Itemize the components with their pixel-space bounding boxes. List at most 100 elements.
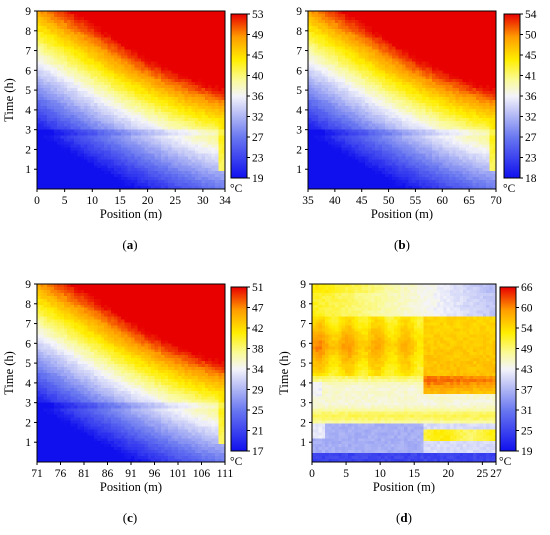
heatmap-cell bbox=[50, 162, 55, 166]
heatmap-cell bbox=[117, 70, 122, 74]
heatmap-cell bbox=[97, 153, 102, 157]
heatmap-cell bbox=[57, 22, 62, 27]
heatmap-cell bbox=[77, 16, 82, 21]
heatmap-cell bbox=[70, 49, 75, 54]
heatmap-cell bbox=[53, 13, 58, 18]
heatmap-cell bbox=[117, 73, 122, 77]
heatmap-cell bbox=[84, 162, 88, 166]
heatmap-cell bbox=[100, 19, 105, 24]
heatmap-cell bbox=[87, 88, 92, 92]
heatmap-cell bbox=[47, 52, 52, 57]
heatmap-cell bbox=[57, 70, 62, 74]
heatmap-cell bbox=[97, 22, 102, 27]
heatmap-cell bbox=[87, 19, 92, 24]
heatmap-cell bbox=[87, 25, 92, 30]
heatmap-cell bbox=[117, 28, 122, 33]
heatmap-cell bbox=[100, 147, 105, 152]
heatmap-cell bbox=[47, 25, 52, 30]
heatmap-cell bbox=[117, 37, 122, 42]
heatmap-cell bbox=[60, 58, 65, 63]
heatmap-cell bbox=[50, 120, 55, 125]
heatmap-cell bbox=[47, 117, 52, 122]
heatmap-cell bbox=[63, 25, 68, 30]
heatmap-cell bbox=[67, 129, 72, 134]
heatmap-cell bbox=[104, 129, 109, 134]
heatmap-cell bbox=[100, 91, 105, 95]
heatmap-cell bbox=[117, 165, 122, 169]
heatmap-cell bbox=[110, 94, 115, 98]
heatmap-cell bbox=[100, 171, 105, 175]
heatmap-cell bbox=[67, 102, 72, 107]
heatmap-cell bbox=[57, 153, 62, 157]
heatmap-cell bbox=[63, 22, 68, 27]
heatmap-cell bbox=[43, 55, 48, 60]
heatmap-cell bbox=[117, 117, 122, 122]
heatmap-cell bbox=[43, 91, 48, 95]
heatmap-cell bbox=[67, 132, 72, 137]
heatmap-cell bbox=[84, 159, 88, 163]
heatmap-cell bbox=[67, 108, 72, 113]
heatmap-cell bbox=[40, 100, 45, 104]
heatmap-cell bbox=[87, 126, 92, 131]
heatmap-cell bbox=[94, 153, 99, 157]
heatmap-cell bbox=[110, 31, 115, 36]
heatmap-cell bbox=[53, 52, 58, 57]
heatmap-cell bbox=[57, 102, 62, 107]
heatmap-cell bbox=[104, 153, 109, 157]
heatmap-cell bbox=[40, 85, 45, 89]
heatmap-cell bbox=[104, 120, 109, 125]
heatmap-cell bbox=[87, 180, 92, 184]
heatmap-cell bbox=[94, 11, 99, 15]
heatmap-cell bbox=[73, 31, 78, 36]
heatmap-cell bbox=[94, 177, 99, 181]
heatmap-cell bbox=[70, 52, 75, 57]
heatmap-cell bbox=[37, 25, 41, 30]
heatmap-cell bbox=[107, 123, 112, 128]
heatmap-cell bbox=[50, 186, 55, 190]
heatmap-cell bbox=[94, 147, 99, 152]
heatmap-cell bbox=[84, 37, 88, 42]
heatmap-cell bbox=[114, 156, 119, 160]
heatmap-cell bbox=[40, 67, 45, 71]
heatmap-cell bbox=[37, 141, 41, 146]
heatmap-cell bbox=[70, 82, 75, 86]
heatmap-cell bbox=[40, 94, 45, 98]
heatmap-cell bbox=[50, 129, 55, 134]
heatmap-cell bbox=[110, 46, 115, 51]
heatmap-cell bbox=[104, 88, 109, 92]
heatmap-cell bbox=[87, 76, 92, 80]
heatmap-cell bbox=[90, 67, 95, 71]
heatmap-cell bbox=[77, 97, 82, 101]
heatmap-cell bbox=[84, 129, 88, 134]
heatmap-cell bbox=[90, 79, 95, 83]
heatmap-cell bbox=[53, 162, 58, 166]
heatmap-cell bbox=[77, 111, 82, 116]
heatmap-cell bbox=[100, 94, 105, 98]
heatmap-cell bbox=[84, 49, 88, 54]
heatmap-cell bbox=[37, 91, 41, 95]
heatmap-cell bbox=[53, 97, 58, 101]
heatmap-cell bbox=[94, 129, 99, 134]
heatmap-cell bbox=[80, 141, 85, 146]
heatmap-cell bbox=[53, 88, 58, 92]
heatmap-cell bbox=[117, 64, 122, 68]
heatmap-cell bbox=[63, 168, 68, 172]
heatmap-cell bbox=[94, 159, 99, 163]
heatmap-cell bbox=[104, 94, 109, 98]
heatmap-cell bbox=[47, 11, 52, 15]
heatmap-cell bbox=[80, 37, 85, 42]
heatmap-cell bbox=[84, 88, 88, 92]
heatmap-cell bbox=[60, 19, 65, 24]
heatmap-cell bbox=[80, 97, 85, 101]
heatmap-cell bbox=[40, 37, 45, 42]
heatmap-cell bbox=[43, 168, 48, 172]
heatmap-cell bbox=[84, 61, 88, 65]
heatmap-cell bbox=[57, 61, 62, 65]
heatmap-cell bbox=[50, 67, 55, 71]
heatmap-cell bbox=[67, 162, 72, 166]
heatmap-cell bbox=[63, 43, 68, 48]
heatmap-cell bbox=[67, 58, 72, 63]
y-tick-label: 3 bbox=[25, 125, 31, 137]
heatmap-cell bbox=[53, 174, 58, 178]
heatmap-cell bbox=[37, 102, 41, 107]
